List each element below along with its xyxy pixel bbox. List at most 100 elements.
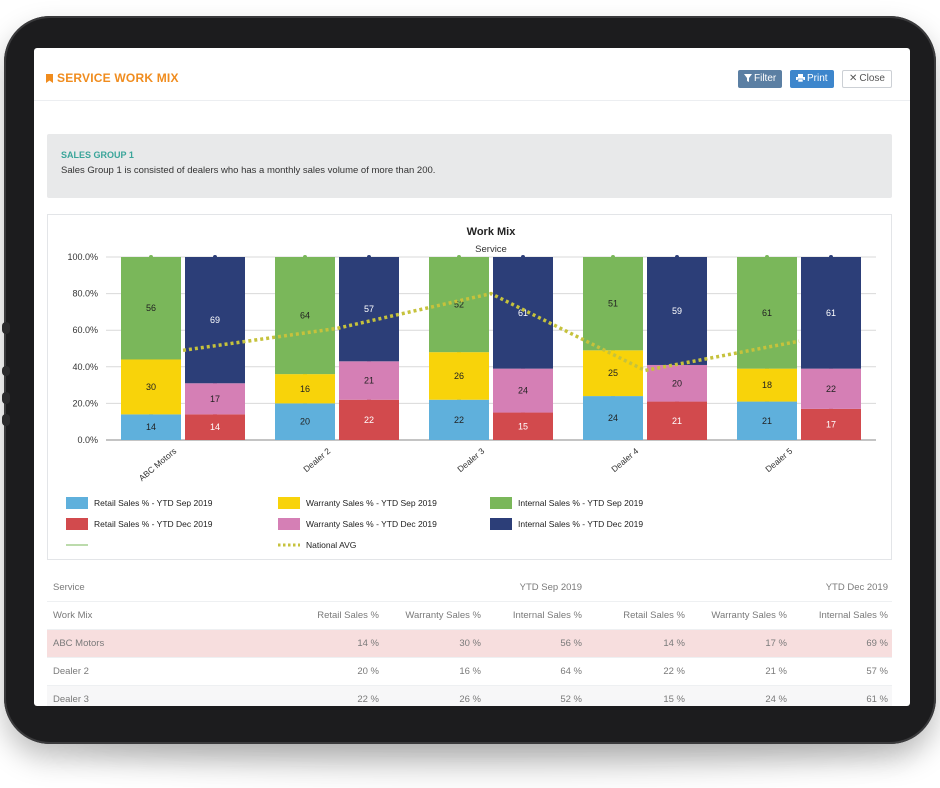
- bar-data-label: 21: [762, 416, 772, 426]
- legend-swatch: [278, 518, 300, 530]
- bar-segment: [647, 364, 707, 402]
- bar-marker: [213, 255, 217, 259]
- bar-marker: [367, 255, 371, 259]
- legend-label: National AVG: [306, 540, 356, 550]
- x-tick-label: ABC Motors: [137, 446, 179, 483]
- table-cell: 26 %: [459, 694, 481, 705]
- bar-marker: [765, 255, 769, 259]
- bar-marker: [521, 255, 525, 259]
- legend-label: Retail Sales % - YTD Dec 2019: [94, 519, 213, 529]
- chart-subtitle: Service: [475, 244, 507, 255]
- bar-data-label: 17: [210, 394, 220, 404]
- table-cell: 24 %: [765, 694, 787, 705]
- table-header-row: Work Mix Retail Sales % Warranty Sales % In…: [47, 602, 892, 630]
- bar-segment: [801, 408, 861, 440]
- legend-label: Warranty Sales % - YTD Sep 2019: [306, 498, 437, 508]
- table-cell: 14 %: [663, 638, 685, 649]
- bar-marker: [303, 255, 307, 259]
- y-tick-label: 100.0%: [67, 252, 98, 262]
- app-screen: SERVICE WORK MIX Filter Print ✕ Close SAL…: [34, 48, 910, 706]
- x-tick-label: Dealer 5: [763, 446, 794, 474]
- bar-data-label: 61: [826, 308, 836, 318]
- legend-label: Internal Sales % - YTD Sep 2019: [518, 498, 643, 508]
- filter-button[interactable]: Filter: [738, 70, 783, 88]
- bar-data-label: 26: [454, 371, 464, 381]
- bar-data-label: 22: [826, 384, 836, 394]
- bar-data-label: 24: [518, 386, 528, 396]
- bar-marker: [829, 255, 833, 259]
- bar-data-label: 52: [454, 300, 464, 310]
- table-group-label: Service: [53, 582, 85, 593]
- bar-marker: [457, 255, 461, 259]
- page-title: SERVICE WORK MIX: [46, 71, 179, 85]
- bar-segment: [801, 368, 861, 409]
- close-icon: ✕: [849, 73, 858, 84]
- side-button: [2, 392, 10, 404]
- side-button: [2, 322, 10, 334]
- table-header-cell: Warranty Sales %: [711, 610, 787, 621]
- bar-segment: [121, 414, 181, 440]
- y-tick-label: 80.0%: [72, 289, 98, 299]
- legend-swatch: [490, 497, 512, 509]
- table-row: Dealer 3 22 % 26 % 52 % 15 % 24 % 61 %: [47, 686, 892, 706]
- table-group-header: YTD Sep 2019: [519, 582, 582, 593]
- chart-canvas: Work Mix Service 0.0% 20.0% 40.0% 60.0% 80.0% 1…: [66, 226, 876, 550]
- x-tick-label: Dealer 2: [301, 446, 332, 474]
- bar-data-label: 25: [608, 368, 618, 378]
- legend-label: Retail Sales % - YTD Sep 2019: [94, 498, 213, 508]
- table-group-row: Service YTD Sep 2019 YTD Dec 2019: [47, 574, 892, 602]
- chart-title: Work Mix: [467, 226, 517, 238]
- table-cell: 57 %: [866, 666, 888, 677]
- bar-data-label: 22: [364, 415, 374, 425]
- bar-data-label: 61: [762, 308, 772, 318]
- work-mix-table: Service YTD Sep 2019 YTD Dec 2019 Work Mix R…: [47, 574, 892, 706]
- y-tick-label: 40.0%: [72, 362, 98, 372]
- table-cell: 56 %: [560, 638, 582, 649]
- table-header-cell: Internal Sales %: [512, 610, 582, 621]
- bar-data-label: 16: [300, 384, 310, 394]
- side-button: [2, 366, 10, 376]
- bar-data-label: 51: [608, 299, 618, 309]
- table-cell: 69 %: [866, 638, 888, 649]
- tablet-frame: SERVICE WORK MIX Filter Print ✕ Close SAL…: [2, 16, 936, 744]
- side-button: [2, 414, 10, 426]
- bar-data-label: 61: [518, 308, 528, 318]
- x-tick-label: Dealer 4: [609, 446, 640, 474]
- bar-data-label: 22: [454, 415, 464, 425]
- table-row: ABC Motors 14 % 30 % 56 % 14 % 17 % 69 %: [47, 630, 892, 658]
- info-description: Sales Group 1 is consisted of dealers wh…: [61, 165, 436, 176]
- table-cell: 52 %: [560, 694, 582, 705]
- y-tick-label: 0.0%: [77, 435, 98, 445]
- table-row-name: Dealer 2: [53, 666, 89, 677]
- legend-label: Warranty Sales % - YTD Dec 2019: [306, 519, 437, 529]
- legend-label: Internal Sales % - YTD Dec 2019: [518, 519, 643, 529]
- bar-segment: [737, 368, 797, 402]
- table-cell: 21 %: [765, 666, 787, 677]
- print-button[interactable]: Print: [790, 70, 834, 88]
- bar-segment: [583, 257, 643, 351]
- bar-marker: [675, 255, 679, 259]
- table-header-cell: Warranty Sales %: [405, 610, 481, 621]
- filter-icon: [744, 74, 752, 82]
- bar-segment: [339, 257, 399, 362]
- bar-segment: [185, 383, 245, 415]
- work-mix-chart: Work Mix Service 0.0% 20.0% 40.0% 60.0% 80.0% 1…: [47, 214, 892, 560]
- table-header-cell: Work Mix: [53, 610, 93, 621]
- bar-data-label: 56: [146, 303, 156, 313]
- close-button[interactable]: ✕ Close: [842, 70, 892, 88]
- table-cell: 61 %: [866, 694, 888, 705]
- bar-data-label: 57: [364, 304, 374, 314]
- bar-marker: [149, 255, 153, 259]
- bar-segment: [275, 403, 335, 440]
- bar-data-label: 21: [364, 376, 374, 386]
- bar-segment: [583, 350, 643, 397]
- printer-icon: [796, 74, 805, 83]
- sales-group-info: SALES GROUP 1 Sales Group 1 is consisted…: [47, 134, 892, 198]
- bar-segment: [121, 359, 181, 415]
- table-group-header: YTD Dec 2019: [825, 582, 888, 593]
- bar-segment: [339, 399, 399, 440]
- bar-data-label: 24: [608, 413, 618, 423]
- table-header-cell: Retail Sales %: [623, 610, 685, 621]
- y-tick-label: 60.0%: [72, 325, 98, 335]
- bar-data-label: 69: [210, 315, 220, 325]
